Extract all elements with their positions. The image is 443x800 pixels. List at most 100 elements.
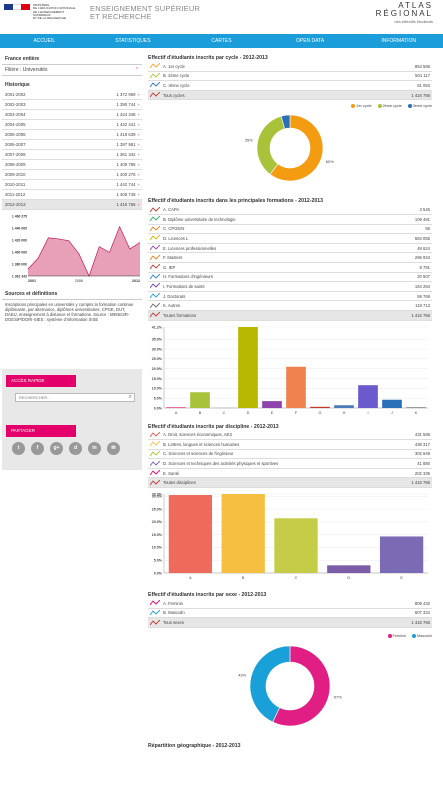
bar[interactable] — [310, 406, 330, 408]
history-row[interactable]: 2008-2009 1 409 796 › — [2, 160, 142, 170]
search-input[interactable] — [16, 394, 124, 401]
history-row[interactable]: 2012-2013 1 416 766 › — [2, 200, 142, 210]
pie-slice[interactable] — [280, 115, 291, 130]
table-row[interactable]: D. Sciences et techniques des activités … — [148, 459, 432, 469]
bar[interactable] — [406, 406, 426, 408]
history-row[interactable]: 2004-2005 1 422 441 › — [2, 120, 142, 130]
legend-item[interactable]: Masculin — [412, 633, 432, 638]
table-row[interactable]: I. Formations de santé 164 284 — [148, 282, 432, 292]
table-row[interactable]: G. IEP 8 791 — [148, 263, 432, 273]
spark-y-tick: 1 380 000 — [12, 262, 27, 266]
history-row[interactable]: 2001-2002 1 372 969 › — [2, 90, 142, 100]
series-line-icon — [150, 293, 160, 299]
total-row[interactable]: Tous cycles 1 416 766 — [148, 90, 432, 101]
history-row[interactable]: 2002-2003 1 390 744 › — [2, 100, 142, 110]
bar[interactable] — [379, 536, 424, 574]
row-value: 164 284 — [414, 283, 430, 289]
table-row[interactable]: C. Sciences et sciences de l'ingénieur 30… — [148, 450, 432, 460]
row-label: A. Droit, sciences économiques, AES — [163, 432, 233, 438]
table-row[interactable]: K. Autres 119 713 — [148, 301, 432, 311]
nav-open-data[interactable]: OPEN DATA — [296, 38, 325, 44]
table-row[interactable]: C. CPGEIN 56 — [148, 225, 432, 235]
region-label: France entière — [5, 56, 40, 62]
total-row[interactable]: Toutes formations 1 416 766 — [148, 310, 432, 321]
bar[interactable] — [334, 404, 354, 408]
table-row[interactable]: A. Feminin 809 432 — [148, 599, 432, 609]
nav-cartes[interactable]: CARTES — [211, 38, 232, 44]
atlas-logo[interactable]: ATLAS RÉGIONAL des effectifs étudiants — [376, 2, 433, 26]
pie-slice[interactable] — [272, 645, 331, 727]
table-row[interactable]: J. Doctorats 59 769 — [148, 292, 432, 302]
row-value: 302 649 — [414, 451, 430, 457]
bar[interactable] — [274, 518, 318, 574]
delicious-icon[interactable]: d — [69, 442, 82, 455]
bar[interactable] — [262, 400, 282, 408]
legend-item[interactable]: 3ème cycle — [407, 104, 432, 109]
history-value: 1 400 275 — [116, 172, 136, 177]
row-label: E. Licences professionnelles — [163, 245, 217, 251]
table-row[interactable]: A. CAPA 3 546 — [148, 205, 432, 215]
bar[interactable] — [238, 326, 258, 408]
table-row[interactable]: H. Formations d'ingénieurs 20 507 — [148, 273, 432, 283]
pie-slice[interactable] — [269, 115, 324, 182]
history-value-wrap: 1 424 348 › — [116, 110, 139, 119]
table-row[interactable]: A. 1er cycle 854 586 — [148, 62, 432, 72]
header: MINISTÈRE DE L'ÉDUCATION NATIONALE, DE L… — [0, 0, 443, 34]
series-line-icon — [150, 312, 160, 318]
legend-item[interactable]: 1er cycle — [351, 104, 372, 109]
history-row[interactable]: 2005-2006 1 419 639 › — [2, 130, 142, 140]
site-title[interactable]: ENSEIGNEMENT SUPÉRIEUR ET RECHERCHE — [90, 5, 200, 21]
table-row[interactable]: B. 2ème cycle 501 117 — [148, 72, 432, 82]
linkedin-icon[interactable]: in — [88, 442, 101, 455]
total-row[interactable]: Tous sexes 1 416 766 — [148, 618, 432, 628]
table-row[interactable]: B. Diplôme universitaire de technologie 1… — [148, 215, 432, 225]
facebook-icon[interactable]: f — [31, 442, 44, 455]
row-label: G. IEP — [163, 264, 176, 270]
history-row[interactable]: 2006-2007 1 397 981 › — [2, 140, 142, 150]
history-row[interactable]: 2011-2012 1 405 748 › — [2, 190, 142, 200]
bar[interactable] — [382, 399, 402, 408]
email-icon[interactable]: ✉ — [107, 442, 120, 455]
table-row[interactable]: A. Droit, sciences économiques, AES 431 5… — [148, 431, 432, 441]
series-line-icon — [150, 431, 160, 438]
bar[interactable] — [221, 494, 265, 574]
bar[interactable] — [166, 406, 186, 408]
bar[interactable] — [358, 384, 378, 408]
row-value: 61 063 — [417, 82, 430, 88]
bar[interactable] — [327, 565, 371, 574]
legend-item[interactable]: 2ème cycle — [377, 104, 402, 109]
discipline-bar-chart: 30.9%30.0% 25.0% 20.0% 15.0% 10.0% 5.0% 0.0% A B… — [152, 492, 428, 580]
history-row[interactable]: 2009-2010 1 400 275 › — [2, 170, 142, 180]
twitter-icon[interactable]: t — [12, 442, 25, 455]
table-row[interactable]: B. Lettres, langues et sciences humaines… — [148, 440, 432, 450]
bar[interactable] — [168, 495, 213, 574]
row-label: F. Masters — [163, 255, 183, 261]
pie-slice[interactable] — [249, 645, 291, 723]
history-row[interactable]: 2007-2008 1 361 342 › — [2, 150, 142, 160]
cycle-title: Effectif d'étudiants inscrits par cycle … — [148, 55, 268, 61]
nav-information[interactable]: INFORMATION — [381, 38, 416, 44]
table-row[interactable]: E. Santé 202 335 — [148, 469, 432, 479]
table-row[interactable]: B. Masculin 607 334 — [148, 609, 432, 619]
legend-item[interactable]: Feminin — [387, 633, 406, 638]
search-icon[interactable]: ⌕ — [128, 394, 132, 400]
history-row[interactable]: 2003-2004 1 424 348 › — [2, 110, 142, 120]
filiere-select[interactable]: Filière : Universités ⌃ — [2, 64, 142, 76]
x-tick-label: H — [343, 411, 346, 415]
table-row[interactable]: E. Licences professionnelles 49 624 — [148, 244, 432, 254]
y-tick-label: 15.0% — [152, 533, 163, 537]
x-tick-label: A — [189, 576, 192, 580]
bar[interactable] — [286, 366, 306, 408]
table-row[interactable]: F. Masters 296 934 — [148, 253, 432, 263]
bar[interactable] — [190, 391, 210, 408]
row-label: B. Masculin — [163, 610, 185, 616]
nav-accueil[interactable]: ACCUEIL — [33, 38, 56, 44]
google-plus-icon[interactable]: g+ — [50, 442, 63, 455]
table-row[interactable]: D. Licences L 584 055 — [148, 234, 432, 244]
nav-statistiques[interactable]: STATISTIQUES — [115, 38, 151, 44]
total-row[interactable]: Toutes disciplines 1 416 766 — [148, 478, 432, 489]
table-row[interactable]: C. 3ème cycle 61 063 — [148, 81, 432, 91]
row-label: C. 3ème cycle — [163, 82, 190, 88]
row-label: K. Autres — [163, 303, 180, 309]
history-row[interactable]: 2010-2011 1 442 744 › — [2, 180, 142, 190]
